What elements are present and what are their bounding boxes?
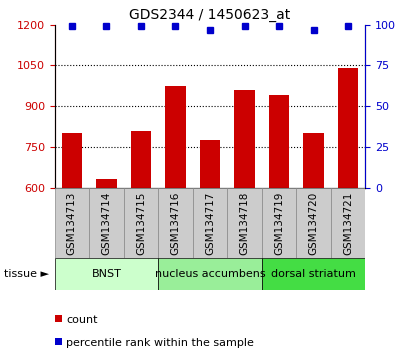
Bar: [234, 90, 255, 188]
Text: GSM134719: GSM134719: [274, 191, 284, 255]
Text: GSM134717: GSM134717: [205, 191, 215, 255]
Bar: [262, 188, 297, 258]
Bar: [165, 86, 186, 188]
Bar: [55, 188, 89, 258]
Bar: [338, 68, 359, 188]
Text: nucleus accumbens: nucleus accumbens: [155, 269, 265, 279]
Bar: [55, 258, 158, 290]
Text: GSM134716: GSM134716: [171, 191, 181, 255]
Bar: [96, 179, 117, 188]
Bar: [89, 188, 123, 258]
Text: percentile rank within the sample: percentile rank within the sample: [66, 338, 254, 348]
Bar: [193, 188, 227, 258]
Text: GSM134715: GSM134715: [136, 191, 146, 255]
Bar: [131, 131, 151, 188]
Text: BNST: BNST: [92, 269, 121, 279]
Bar: [158, 258, 262, 290]
Bar: [303, 133, 324, 188]
Bar: [269, 95, 289, 188]
Bar: [123, 188, 158, 258]
Bar: [227, 188, 262, 258]
Text: GSM134718: GSM134718: [239, 191, 249, 255]
Bar: [262, 258, 365, 290]
Text: dorsal striatum: dorsal striatum: [271, 269, 356, 279]
Text: GSM134721: GSM134721: [343, 191, 353, 255]
Bar: [158, 188, 193, 258]
Bar: [297, 188, 331, 258]
Text: tissue ►: tissue ►: [4, 269, 49, 279]
Text: count: count: [66, 315, 98, 325]
Bar: [200, 140, 221, 188]
Bar: [331, 188, 365, 258]
Bar: [61, 133, 82, 188]
Text: GSM134713: GSM134713: [67, 191, 77, 255]
Title: GDS2344 / 1450623_at: GDS2344 / 1450623_at: [129, 8, 291, 22]
Text: GSM134714: GSM134714: [101, 191, 111, 255]
Text: GSM134720: GSM134720: [309, 192, 319, 255]
